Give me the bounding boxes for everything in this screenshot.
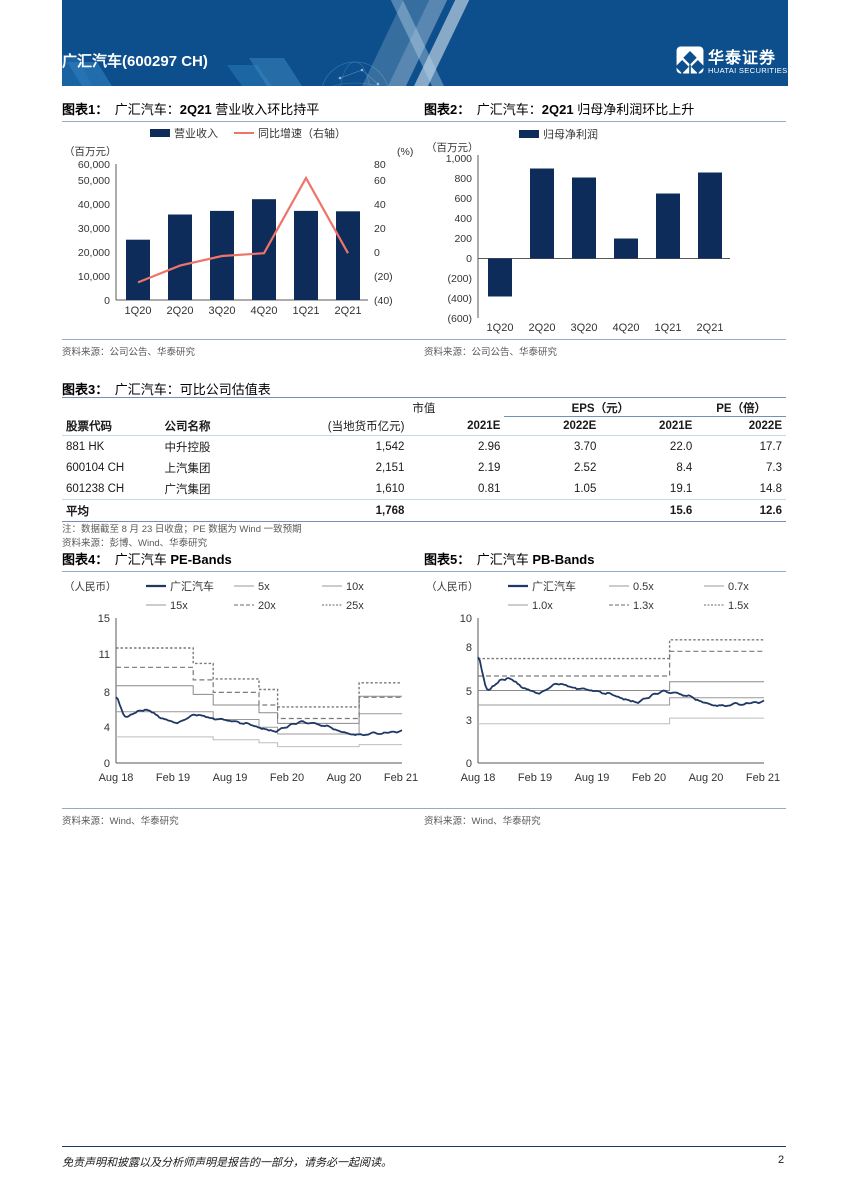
svg-text:营业收入: 营业收入: [174, 128, 218, 140]
svg-text:(20): (20): [374, 271, 393, 283]
svg-text:(400): (400): [447, 293, 472, 305]
svg-text:(40): (40): [374, 295, 393, 307]
svg-text:0.7x: 0.7x: [728, 581, 749, 593]
svg-text:1Q20: 1Q20: [487, 322, 514, 334]
svg-text:60,000: 60,000: [78, 159, 110, 171]
svg-text:Aug 20: Aug 20: [689, 772, 724, 784]
svg-text:0: 0: [466, 253, 472, 265]
svg-text:Aug 18: Aug 18: [461, 772, 496, 784]
svg-text:(200): (200): [447, 273, 472, 285]
svg-text:0: 0: [466, 758, 472, 770]
svg-text:600: 600: [454, 193, 472, 205]
svg-text:2Q20: 2Q20: [167, 305, 194, 317]
svg-text:4Q20: 4Q20: [613, 322, 640, 334]
svg-text:Aug 20: Aug 20: [327, 772, 362, 784]
svg-text:20: 20: [374, 223, 386, 235]
svg-text:1.3x: 1.3x: [633, 600, 654, 612]
svg-text:60: 60: [374, 175, 386, 187]
svg-text:10,000: 10,000: [78, 271, 110, 283]
svg-text:2Q21: 2Q21: [697, 322, 724, 334]
svg-text:8: 8: [466, 642, 472, 654]
svg-text:25x: 25x: [346, 600, 364, 612]
svg-text:（人民币）: （人民币）: [426, 581, 479, 593]
svg-text:（人民币）: （人民币）: [64, 581, 117, 593]
svg-text:Aug 18: Aug 18: [99, 772, 134, 784]
svg-text:8: 8: [104, 687, 110, 699]
svg-text:40: 40: [374, 199, 386, 211]
svg-text:0.5x: 0.5x: [633, 581, 654, 593]
svg-text:广汇汽车: 广汇汽车: [532, 579, 576, 593]
svg-text:(600): (600): [447, 313, 472, 325]
svg-text:50,000: 50,000: [78, 175, 110, 187]
svg-text:(%): (%): [397, 146, 413, 158]
svg-text:Feb 19: Feb 19: [518, 772, 552, 784]
svg-text:200: 200: [454, 233, 472, 245]
svg-text:0: 0: [374, 247, 380, 259]
svg-text:归母净利润: 归母净利润: [543, 128, 598, 141]
svg-text:30,000: 30,000: [78, 223, 110, 235]
svg-text:2Q21: 2Q21: [335, 305, 362, 317]
svg-text:0: 0: [104, 295, 110, 307]
svg-text:3Q20: 3Q20: [571, 322, 598, 334]
svg-text:15: 15: [98, 613, 110, 625]
svg-text:5x: 5x: [258, 581, 270, 593]
svg-text:80: 80: [374, 159, 386, 171]
svg-text:广汇汽车: 广汇汽车: [170, 579, 214, 593]
svg-text:4: 4: [104, 722, 110, 734]
svg-text:Aug 19: Aug 19: [213, 772, 248, 784]
svg-text:40,000: 40,000: [78, 199, 110, 211]
svg-text:1Q21: 1Q21: [293, 305, 320, 317]
svg-text:20x: 20x: [258, 600, 276, 612]
svg-text:1.5x: 1.5x: [728, 600, 749, 612]
svg-text:10: 10: [460, 613, 472, 625]
svg-text:2Q20: 2Q20: [529, 322, 556, 334]
svg-text:11: 11: [99, 649, 110, 661]
svg-text:3Q20: 3Q20: [209, 305, 236, 317]
svg-text:Feb 21: Feb 21: [384, 772, 418, 784]
svg-text:3: 3: [466, 715, 472, 727]
svg-text:Feb 20: Feb 20: [632, 772, 666, 784]
svg-text:同比增速（右轴）: 同比增速（右轴）: [258, 128, 346, 140]
svg-text:（百万元）: （百万元）: [64, 146, 117, 158]
svg-text:Aug 19: Aug 19: [575, 772, 610, 784]
svg-text:1Q20: 1Q20: [125, 305, 152, 317]
svg-text:5: 5: [466, 686, 472, 698]
svg-text:10x: 10x: [346, 581, 364, 593]
svg-text:1Q21: 1Q21: [655, 322, 682, 334]
svg-text:1,000: 1,000: [446, 153, 472, 165]
svg-text:4Q20: 4Q20: [251, 305, 278, 317]
svg-text:1.0x: 1.0x: [532, 600, 553, 612]
svg-text:20,000: 20,000: [78, 247, 110, 259]
svg-text:0: 0: [104, 758, 110, 770]
svg-text:Feb 21: Feb 21: [746, 772, 780, 784]
svg-text:Feb 20: Feb 20: [270, 772, 304, 784]
svg-text:Feb 19: Feb 19: [156, 772, 190, 784]
svg-text:15x: 15x: [170, 600, 188, 612]
svg-text:400: 400: [454, 213, 472, 225]
svg-text:800: 800: [454, 173, 472, 185]
